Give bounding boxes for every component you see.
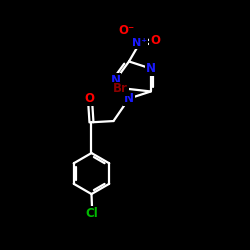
Text: O: O xyxy=(84,92,94,105)
Text: Cl: Cl xyxy=(86,207,98,220)
Text: N⁺: N⁺ xyxy=(132,38,147,48)
Text: Br: Br xyxy=(113,82,128,96)
Text: O⁻: O⁻ xyxy=(118,24,134,38)
Text: N: N xyxy=(110,74,120,86)
Text: N: N xyxy=(146,62,156,75)
Text: N: N xyxy=(124,92,134,105)
Text: O: O xyxy=(150,34,160,48)
